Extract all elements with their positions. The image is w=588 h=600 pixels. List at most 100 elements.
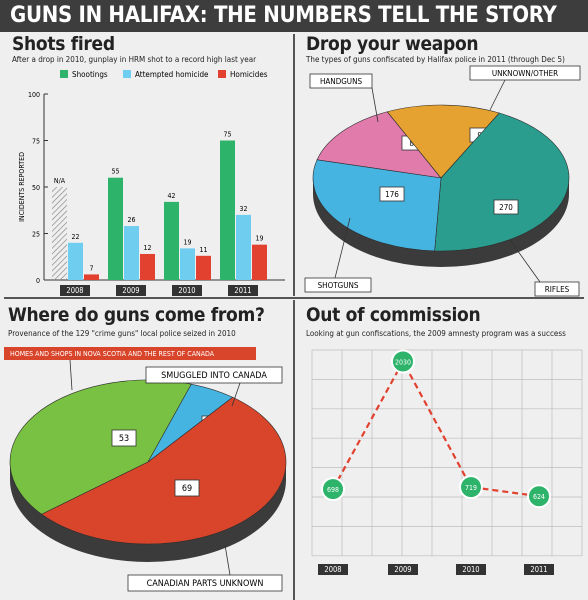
bar: [124, 226, 139, 280]
bar-value-label: 32: [239, 205, 247, 213]
pie-slice-label: SMUGGLED INTO CANADA: [161, 371, 267, 381]
x-category-label: 2008: [324, 565, 341, 574]
bar-value-label: 7: [89, 264, 93, 272]
pie-leader-line: [224, 544, 231, 576]
bar: [108, 177, 123, 280]
legend-swatch: [218, 70, 226, 78]
bar-value-label: 11: [199, 246, 207, 254]
pie-slice-value: 270: [499, 203, 513, 212]
x-category-box: [172, 285, 202, 296]
y-axis-label: INCIDENTS REPORTED: [18, 152, 26, 222]
pie-leader-line: [509, 239, 541, 283]
pie-slice: [316, 111, 442, 179]
data-point: [321, 477, 345, 502]
pie-slice-label-box: [127, 574, 283, 592]
pie-slice: [9, 379, 192, 515]
data-point: [459, 475, 483, 500]
page-banner: GUNS IN HALIFAX: THE NUMBERS TELL THE ST…: [0, 0, 588, 32]
x-category-label: 2010: [178, 286, 195, 295]
x-category-label: 2009: [122, 286, 139, 295]
bar-na-label: N/A: [54, 177, 66, 185]
x-category-label: 2011: [234, 286, 251, 295]
commission-title: Out of commission: [306, 304, 481, 326]
vertical-divider-bottom: [293, 300, 295, 600]
bar: [252, 244, 267, 280]
y-tick-label: 75: [32, 138, 40, 146]
shots-subtitle: After a drop in 2010, gunplay in HRM sho…: [12, 55, 257, 64]
y-tick-label: 50: [32, 184, 40, 192]
shots-bar-chart: Shootings Attempted homicide Homicides 0 25 5…: [18, 70, 285, 296]
horizontal-divider: [4, 297, 584, 299]
weapon-title: Drop your weapon: [306, 33, 479, 55]
shots-title: Shots fired: [12, 33, 115, 55]
bar: [140, 253, 155, 280]
y-tick-label: 0: [36, 277, 40, 285]
pie-slice-label-box: [309, 73, 373, 89]
x-category-box: [388, 564, 418, 575]
bar-value-label: 22: [71, 233, 79, 241]
x-category-box: [116, 285, 146, 296]
bar-value-label: 75: [223, 131, 231, 139]
pie-leader-line: [231, 382, 241, 407]
commission-subtitle: Looking at gun confiscations, the 2009 a…: [306, 329, 566, 338]
x-category-label: 2011: [530, 565, 547, 574]
x-category-box: [456, 564, 486, 575]
bar: [236, 214, 251, 280]
pie-slice-value-box: [493, 199, 519, 215]
legend-label: Attempted homicide: [135, 70, 209, 79]
origin-subtitle: Provenance of the 129 "crime guns" local…: [8, 329, 236, 338]
bar: [68, 242, 83, 280]
bar: [84, 274, 99, 280]
x-category-box: [318, 564, 348, 575]
pie-slice-value-box: [174, 479, 200, 497]
pie-slice-value: 69: [182, 484, 192, 494]
bar-value-label: 26: [127, 216, 135, 224]
origin-title: Where do guns come from?: [8, 304, 265, 326]
pie-slice-value-box: [379, 186, 405, 202]
pie-leader-line: [371, 87, 379, 123]
weapon-pie-chart: 88HANDGUNS90UNKNOWN/OTHER270RIFLES176SHO…: [304, 65, 581, 297]
pie-slice-label-box: [534, 281, 580, 297]
origin-pie-chart: 53769HOMES AND SHOPS IN NOVA SCOTIA AND …: [4, 347, 287, 592]
pie-slice-label: UNKNOWN/OTHER: [492, 69, 558, 78]
x-category-box: [228, 285, 258, 296]
pie-slice-label: SHOTGUNS: [318, 281, 359, 290]
pie-slice-label-box: [469, 65, 581, 81]
y-tick-label: 100: [28, 91, 40, 99]
pie-slice: [434, 112, 570, 252]
pie-slice-label-box: [145, 366, 283, 384]
vertical-divider-top: [293, 34, 295, 296]
pie-leader-line: [69, 359, 73, 391]
y-tick-label: 25: [32, 231, 40, 239]
x-category-label: 2010: [462, 565, 479, 574]
pie-slice-value-box: [111, 429, 137, 447]
x-category-box: [524, 564, 554, 575]
bar-value-label: 55: [111, 168, 119, 176]
data-point: [527, 484, 551, 509]
pie-leader-line: [334, 217, 351, 279]
pie-slice-label: CANADIAN PARTS UNKNOWN: [147, 579, 264, 589]
bar: [220, 140, 235, 280]
series-line: [332, 359, 540, 498]
data-point-label: 698: [327, 486, 339, 494]
bar-value-label: 19: [255, 235, 263, 243]
pie-slice-label: RIFLES: [545, 285, 570, 294]
legend-swatch: [60, 70, 68, 78]
pie-slice-value: 176: [385, 190, 399, 199]
pie-slice: [41, 396, 287, 545]
bar: [180, 248, 195, 280]
pie-slice-label-box: [304, 277, 372, 293]
weapon-subtitle: The types of guns confiscated by Halifax…: [306, 55, 565, 64]
data-point-label: 624: [533, 493, 545, 501]
bar: [196, 255, 211, 280]
bar: [164, 201, 179, 280]
pie-leader-line: [489, 79, 506, 111]
pie-slice-label: HOMES AND SHOPS IN NOVA SCOTIA AND THE R…: [10, 350, 215, 358]
bar-value-label: 42: [167, 192, 175, 200]
data-point-label: 719: [465, 484, 477, 492]
legend-label: Shootings: [72, 70, 108, 79]
pie-slice-label: HANDGUNS: [320, 77, 362, 86]
pie-slice: [386, 104, 500, 179]
legend-label: Homicides: [230, 70, 268, 79]
